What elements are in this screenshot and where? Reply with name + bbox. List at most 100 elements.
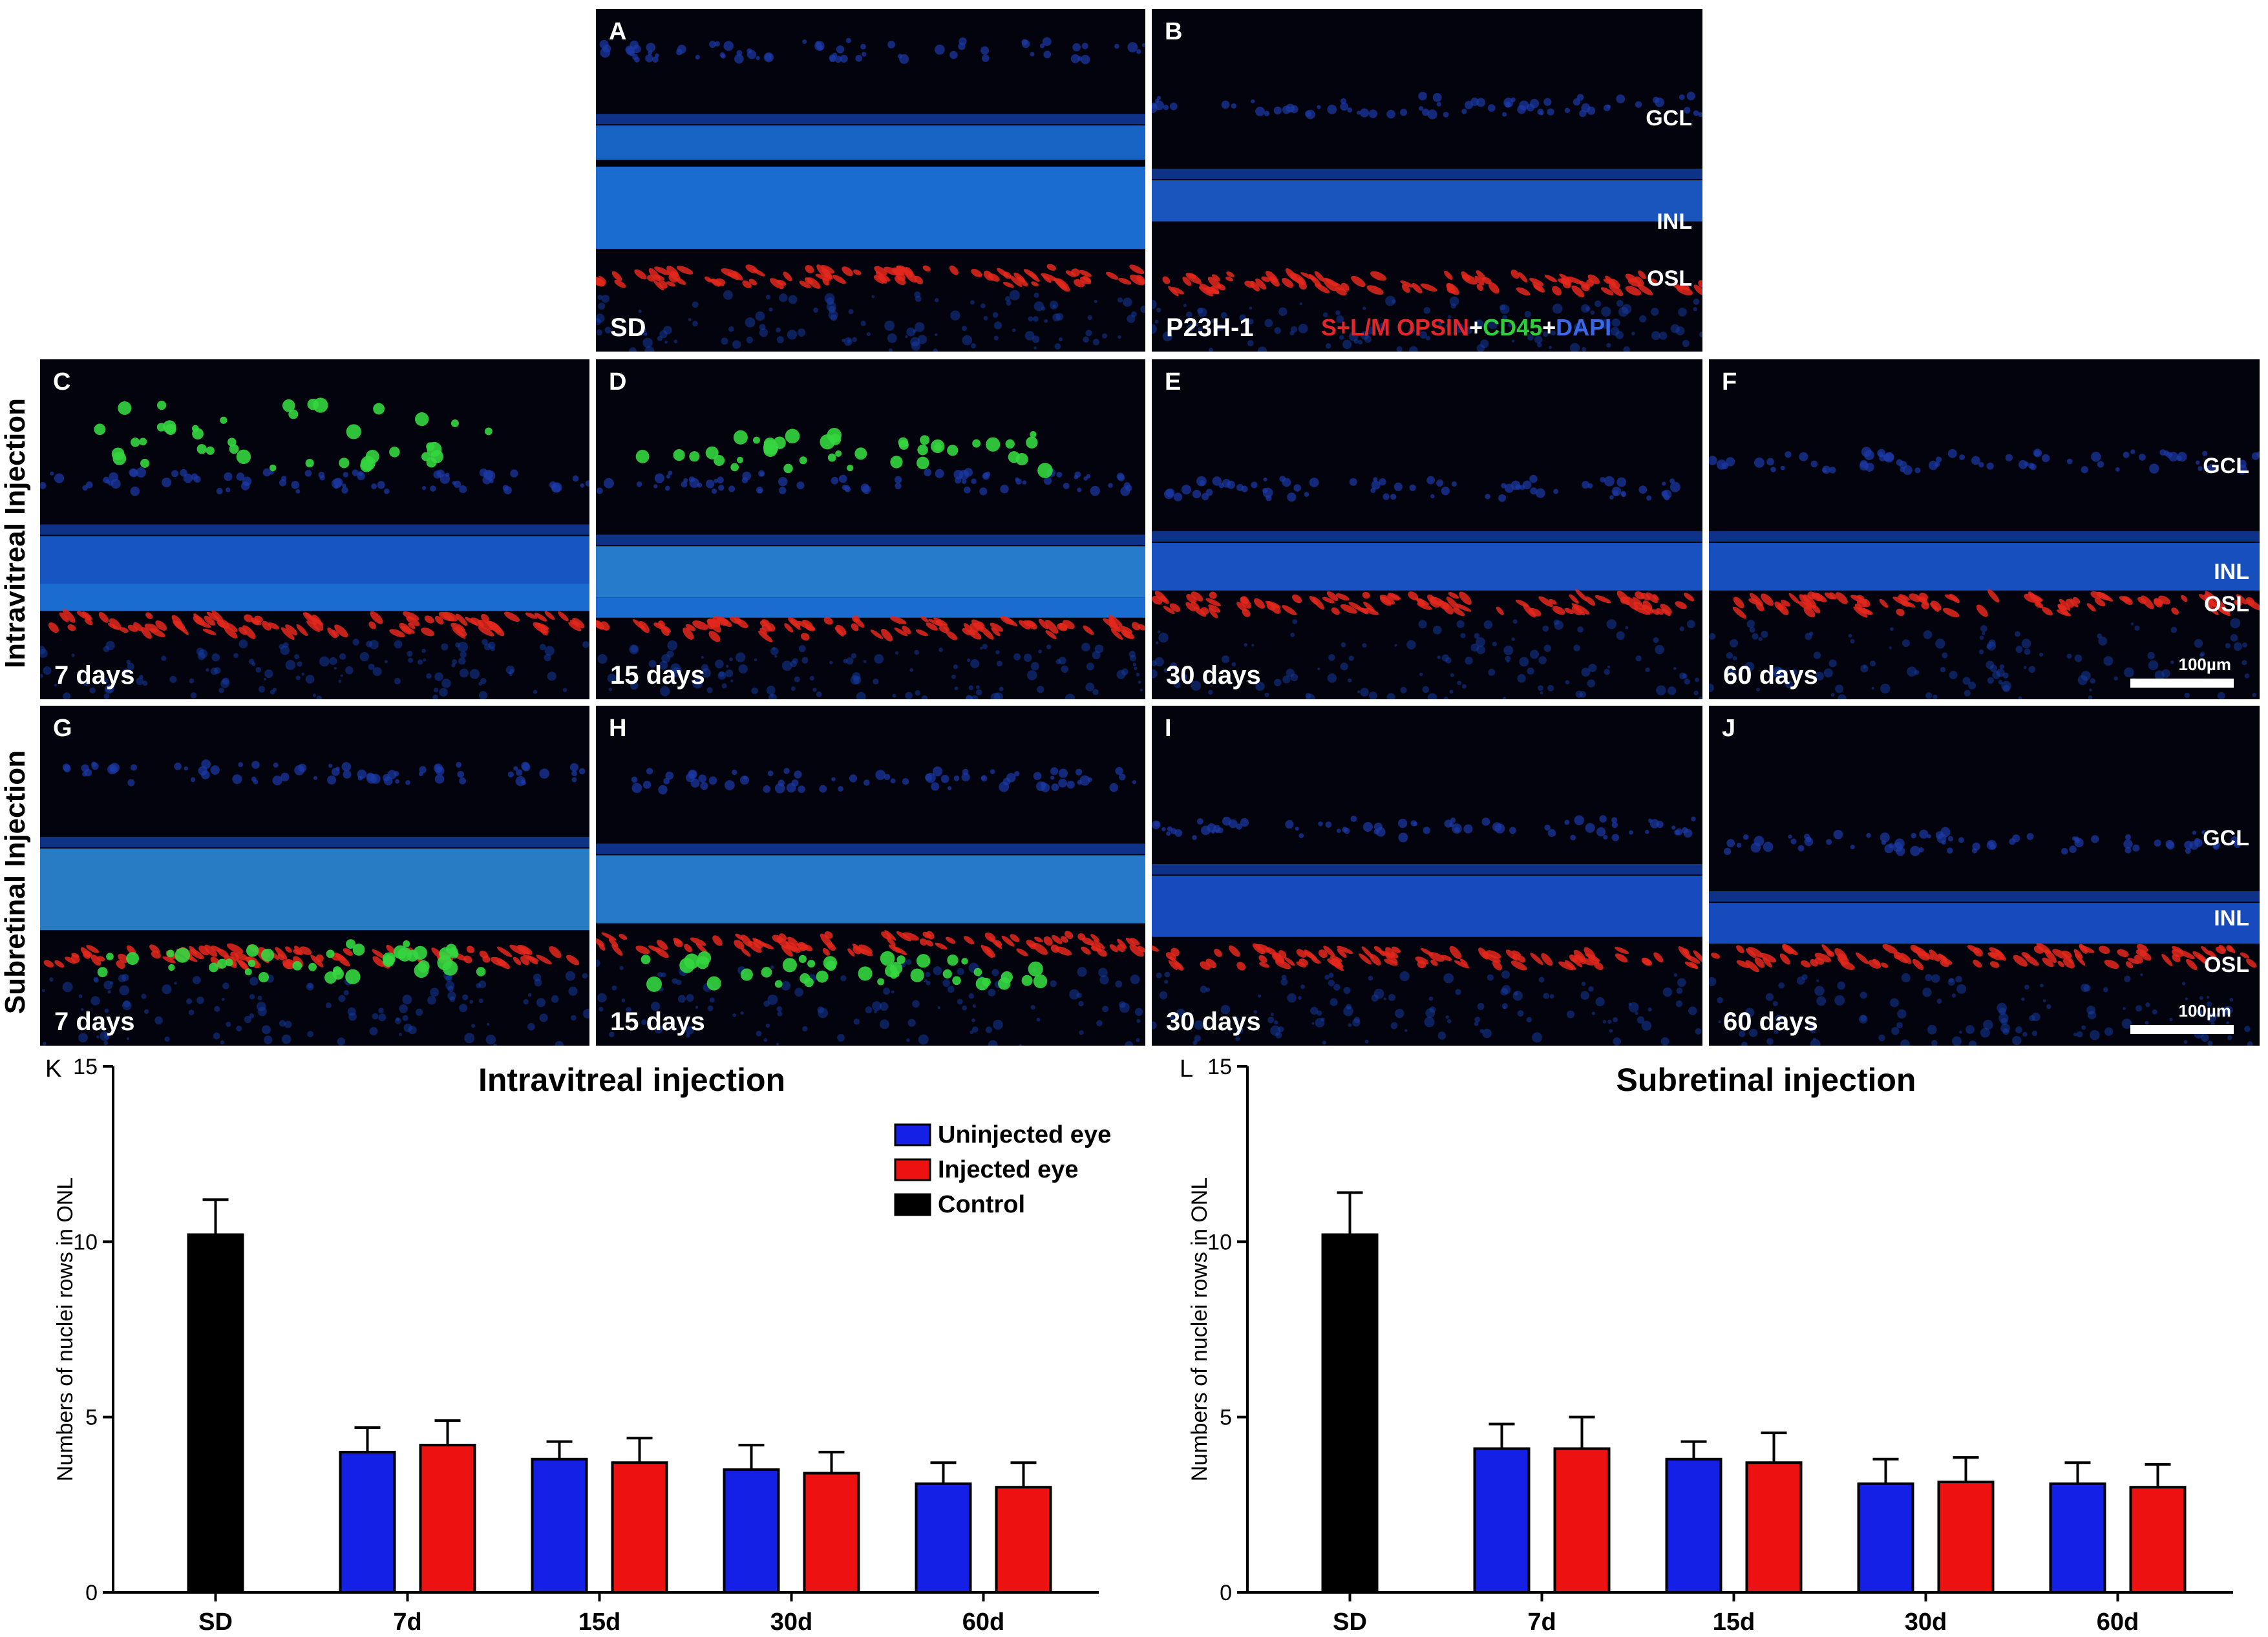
layer-label-inl: INL — [2214, 560, 2249, 584]
tissue-image — [40, 397, 589, 699]
micrograph-panel-h: H 15 days — [596, 706, 1145, 1046]
y-tick-label: 10 — [1207, 1230, 1232, 1254]
bar — [1937, 1481, 1995, 1594]
row-label-subretinal: Subretinal Injection — [0, 750, 31, 1015]
y-tick-label: 5 — [1220, 1406, 1232, 1430]
tissue-image — [1709, 447, 2260, 699]
stain-plus: + — [1542, 314, 1556, 341]
bar — [803, 1472, 860, 1594]
x-tick-label: 30d — [1905, 1609, 1947, 1634]
bar-chart-k: K Intravitreal injection 0 5 10 15 Numbers of … — [0, 1055, 1125, 1636]
bar — [2129, 1486, 2187, 1594]
chart-title: Intravitreal injection — [478, 1062, 785, 1098]
micrograph-panel-d: D 15 days — [596, 359, 1145, 699]
bar — [1473, 1447, 1531, 1594]
stain-cd45: CD45 — [1483, 314, 1543, 341]
panel-letter-i: I — [1165, 715, 1172, 742]
x-tick-label: SD — [198, 1609, 233, 1634]
y-tick-label: 10 — [73, 1230, 98, 1254]
panel-letter-j: J — [1722, 715, 1736, 742]
panel-caption-g: 7 days — [54, 1008, 135, 1036]
chart-panel-letter: K — [45, 1055, 61, 1083]
x-tick-label: SD — [1333, 1609, 1367, 1634]
legend-swatch — [894, 1123, 931, 1146]
micrograph-panel-c: C 7 days — [40, 359, 589, 699]
tissue-image — [1709, 827, 2260, 1046]
bar — [1857, 1482, 1914, 1594]
layer-label-gcl: GCL — [2203, 454, 2249, 478]
bar — [995, 1486, 1052, 1594]
bar — [419, 1444, 476, 1594]
panel-caption-h: 15 days — [610, 1008, 705, 1036]
micrograph-panel-j: J GCL INL OSL 60 days 100µm — [1709, 706, 2260, 1046]
chart-title: Subretinal injection — [1616, 1062, 1916, 1098]
legend-swatch — [894, 1158, 931, 1181]
stain-legend: S+L/M OPSIN+CD45+DAPI — [1321, 314, 1611, 341]
scale-bar-label: 100µm — [2178, 1001, 2231, 1020]
scale-bar-label: 100µm — [2178, 655, 2231, 674]
y-axis-label: Numbers of nuclei rows in ONL — [53, 1178, 78, 1482]
bar — [723, 1468, 780, 1594]
bar — [339, 1450, 396, 1594]
panel-caption-i: 30 days — [1166, 1008, 1261, 1036]
bar — [915, 1482, 972, 1594]
layer-label-osl: OSL — [2204, 953, 2249, 977]
micrograph-panel-b: B GCL INL OSL P23H-1 S+L/M OPSIN+CD45+DA… — [1152, 9, 1702, 352]
panel-caption-f: 60 days — [1723, 661, 1818, 690]
scale-bar — [2130, 679, 2234, 688]
y-tick-label: 15 — [73, 1055, 98, 1079]
tissue-image — [1152, 91, 1702, 352]
y-tick-label: 15 — [1207, 1055, 1232, 1079]
micrograph-panel-a: A SD — [596, 9, 1145, 352]
micrograph-panel-i: I 30 days — [1152, 706, 1702, 1046]
bar-chart-l: L Subretinal injection 0 5 10 15 Numbers of nu… — [1134, 1055, 2259, 1636]
layer-label-gcl: GCL — [2203, 826, 2249, 850]
panel-caption-e: 30 days — [1166, 661, 1261, 690]
panel-caption-a: SD — [610, 313, 646, 342]
panel-caption-d: 15 days — [610, 661, 705, 690]
x-tick-label: 7d — [393, 1609, 421, 1634]
legend-swatch — [894, 1193, 931, 1216]
legend-label: Injected eye — [938, 1156, 1079, 1183]
micrograph-panel-g: G 7 days — [40, 706, 589, 1046]
bar — [611, 1461, 668, 1594]
layer-label-osl: OSL — [1647, 266, 1692, 291]
panel-letter-h: H — [609, 715, 627, 742]
bar — [531, 1457, 588, 1594]
bar — [1745, 1461, 1803, 1594]
panel-letter-g: G — [53, 715, 72, 742]
stain-opsin: S+L/M OPSIN — [1321, 314, 1470, 341]
bar — [187, 1233, 244, 1594]
legend-label: Uninjected eye — [938, 1121, 1111, 1148]
tissue-image — [596, 766, 1145, 1046]
tissue-image — [1152, 815, 1702, 1046]
bar — [1321, 1233, 1379, 1594]
row-label-intravitreal: Intravitreal Injection — [0, 397, 31, 669]
layer-label-osl: OSL — [2204, 592, 2249, 617]
panel-caption-j: 60 days — [1723, 1008, 1818, 1036]
panel-letter-b: B — [1165, 18, 1183, 45]
x-tick-label: 15d — [1713, 1609, 1755, 1634]
x-tick-label: 7d — [1527, 1609, 1556, 1634]
x-tick-label: 60d — [2097, 1609, 2139, 1634]
tissue-image — [40, 759, 589, 1046]
y-tick-label: 0 — [1220, 1581, 1232, 1605]
tissue-image — [596, 428, 1145, 699]
micrograph-panel-e: E 30 days — [1152, 359, 1702, 699]
chart-panel-letter: L — [1180, 1055, 1193, 1083]
bar — [2049, 1482, 2106, 1594]
y-tick-label: 0 — [85, 1581, 98, 1605]
panel-letter-e: E — [1165, 368, 1182, 396]
x-tick-label: 15d — [578, 1609, 620, 1634]
panel-letter-f: F — [1722, 368, 1737, 396]
panel-letter-d: D — [609, 368, 627, 396]
x-tick-label: 30d — [770, 1609, 812, 1634]
y-axis-label: Numbers of nuclei rows in ONL — [1187, 1178, 1212, 1482]
panel-caption-c: 7 days — [54, 661, 135, 690]
micrograph-panel-f: F GCL INL OSL 60 days 100µm — [1709, 359, 2260, 699]
bar — [1665, 1457, 1722, 1594]
layer-label-inl: INL — [2214, 906, 2249, 931]
panel-letter-c: C — [53, 368, 71, 396]
bar — [1553, 1447, 1611, 1594]
panel-caption-b: P23H-1 — [1166, 313, 1254, 342]
